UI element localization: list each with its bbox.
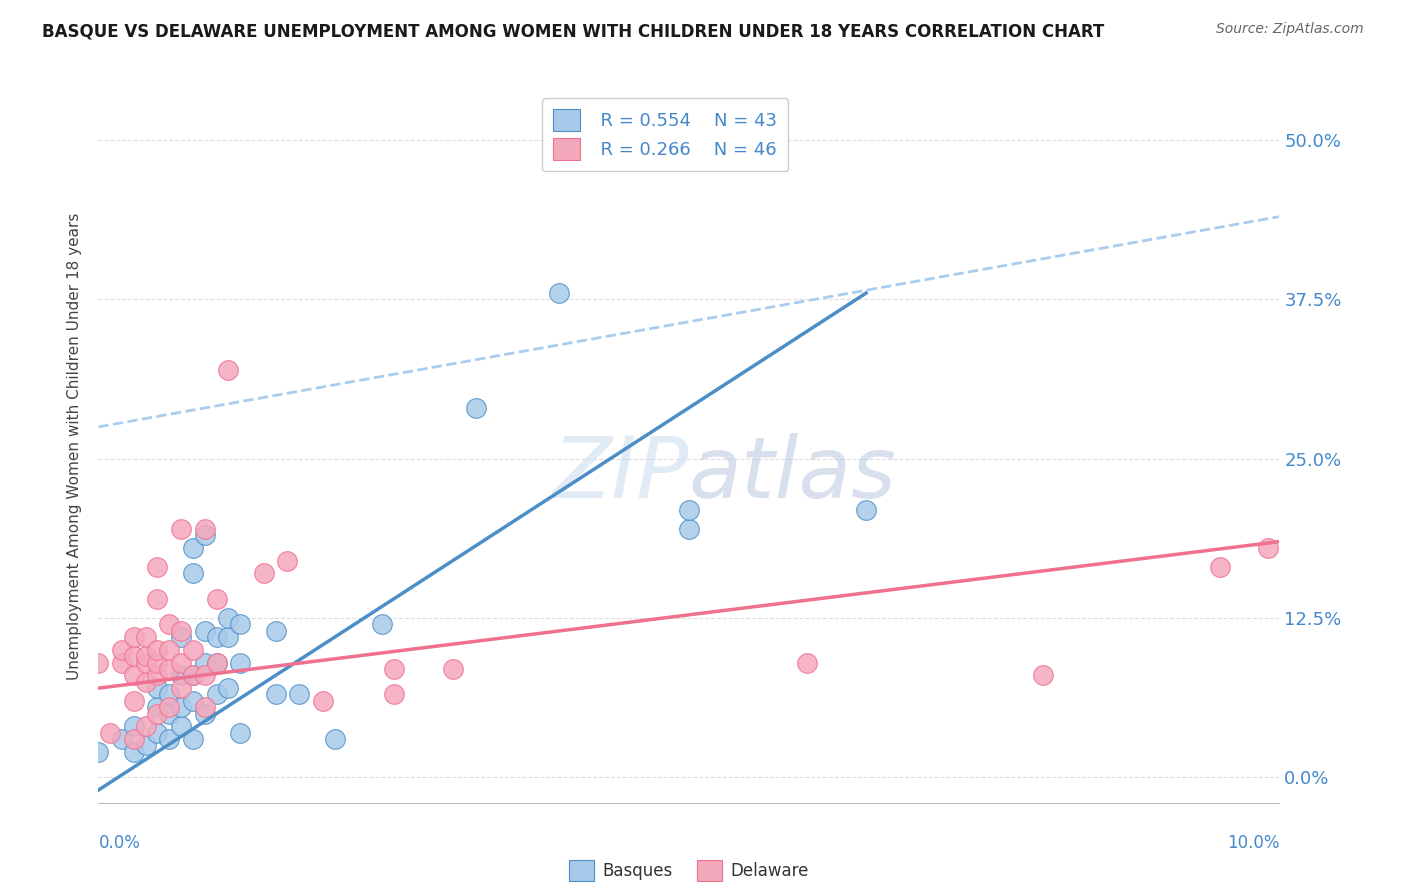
Point bbox=[323, 732, 346, 747]
Point bbox=[1032, 668, 1054, 682]
Point bbox=[217, 681, 239, 695]
Point bbox=[135, 719, 157, 733]
Point bbox=[122, 668, 145, 682]
Text: 0.0%: 0.0% bbox=[98, 834, 141, 852]
Point bbox=[170, 719, 193, 733]
Point bbox=[157, 662, 180, 676]
Point bbox=[170, 624, 193, 638]
Point bbox=[122, 649, 145, 664]
Point bbox=[157, 643, 180, 657]
Point bbox=[181, 668, 204, 682]
Point bbox=[194, 668, 217, 682]
Point bbox=[205, 656, 228, 670]
Text: 10.0%: 10.0% bbox=[1227, 834, 1279, 852]
Point bbox=[194, 656, 217, 670]
Point bbox=[170, 522, 193, 536]
Point bbox=[157, 732, 180, 747]
Point bbox=[276, 554, 298, 568]
Point bbox=[122, 694, 145, 708]
Point bbox=[382, 688, 405, 702]
Point bbox=[181, 566, 204, 581]
Point bbox=[229, 617, 252, 632]
Point bbox=[135, 656, 157, 670]
Point bbox=[678, 522, 700, 536]
Point bbox=[111, 656, 134, 670]
Point bbox=[181, 732, 204, 747]
Point bbox=[194, 624, 217, 638]
Point bbox=[146, 668, 169, 682]
Point bbox=[229, 725, 252, 739]
Point bbox=[194, 706, 217, 721]
Point bbox=[194, 700, 217, 714]
Point bbox=[157, 700, 180, 714]
Point bbox=[87, 745, 110, 759]
Point bbox=[371, 617, 394, 632]
Point bbox=[205, 688, 228, 702]
Point bbox=[264, 688, 287, 702]
Text: atlas: atlas bbox=[689, 433, 897, 516]
Point bbox=[111, 732, 134, 747]
Point bbox=[229, 656, 252, 670]
Point bbox=[146, 656, 169, 670]
Point bbox=[1209, 560, 1232, 574]
Point bbox=[194, 522, 217, 536]
Text: Source: ZipAtlas.com: Source: ZipAtlas.com bbox=[1216, 22, 1364, 37]
Y-axis label: Unemployment Among Women with Children Under 18 years: Unemployment Among Women with Children U… bbox=[67, 212, 83, 680]
Point bbox=[135, 649, 157, 664]
Point bbox=[181, 668, 204, 682]
Point bbox=[170, 681, 193, 695]
Point bbox=[796, 656, 818, 670]
Point bbox=[382, 662, 405, 676]
Point bbox=[253, 566, 276, 581]
Point bbox=[122, 719, 145, 733]
Point bbox=[548, 286, 571, 301]
Point bbox=[205, 591, 228, 606]
Point bbox=[181, 694, 204, 708]
Point bbox=[205, 630, 228, 644]
Point bbox=[111, 643, 134, 657]
Point bbox=[205, 656, 228, 670]
Point bbox=[170, 700, 193, 714]
Point bbox=[146, 681, 169, 695]
Point bbox=[194, 528, 217, 542]
Text: BASQUE VS DELAWARE UNEMPLOYMENT AMONG WOMEN WITH CHILDREN UNDER 18 YEARS CORRELA: BASQUE VS DELAWARE UNEMPLOYMENT AMONG WO… bbox=[42, 22, 1105, 40]
Point bbox=[678, 502, 700, 516]
Point bbox=[217, 630, 239, 644]
Point bbox=[135, 674, 157, 689]
Point bbox=[146, 560, 169, 574]
Point bbox=[146, 700, 169, 714]
Point bbox=[122, 745, 145, 759]
Point bbox=[465, 401, 488, 415]
Point bbox=[146, 591, 169, 606]
Point bbox=[170, 668, 193, 682]
Point bbox=[170, 656, 193, 670]
Point bbox=[264, 624, 287, 638]
Point bbox=[312, 694, 335, 708]
Point bbox=[87, 656, 110, 670]
Point bbox=[288, 688, 311, 702]
Point bbox=[122, 630, 145, 644]
Text: ZIP: ZIP bbox=[553, 433, 689, 516]
Point bbox=[135, 739, 157, 753]
Point bbox=[170, 630, 193, 644]
Point bbox=[146, 706, 169, 721]
Point bbox=[146, 643, 169, 657]
Point bbox=[217, 611, 239, 625]
Point bbox=[217, 362, 239, 376]
Point bbox=[98, 725, 121, 739]
Point bbox=[181, 643, 204, 657]
Point bbox=[146, 725, 169, 739]
Point bbox=[441, 662, 464, 676]
Legend: Basques, Delaware: Basques, Delaware bbox=[562, 854, 815, 888]
Point bbox=[157, 688, 180, 702]
Point bbox=[122, 732, 145, 747]
Point bbox=[135, 630, 157, 644]
Point bbox=[855, 502, 877, 516]
Point bbox=[157, 617, 180, 632]
Point bbox=[157, 706, 180, 721]
Point bbox=[1257, 541, 1279, 555]
Point bbox=[181, 541, 204, 555]
